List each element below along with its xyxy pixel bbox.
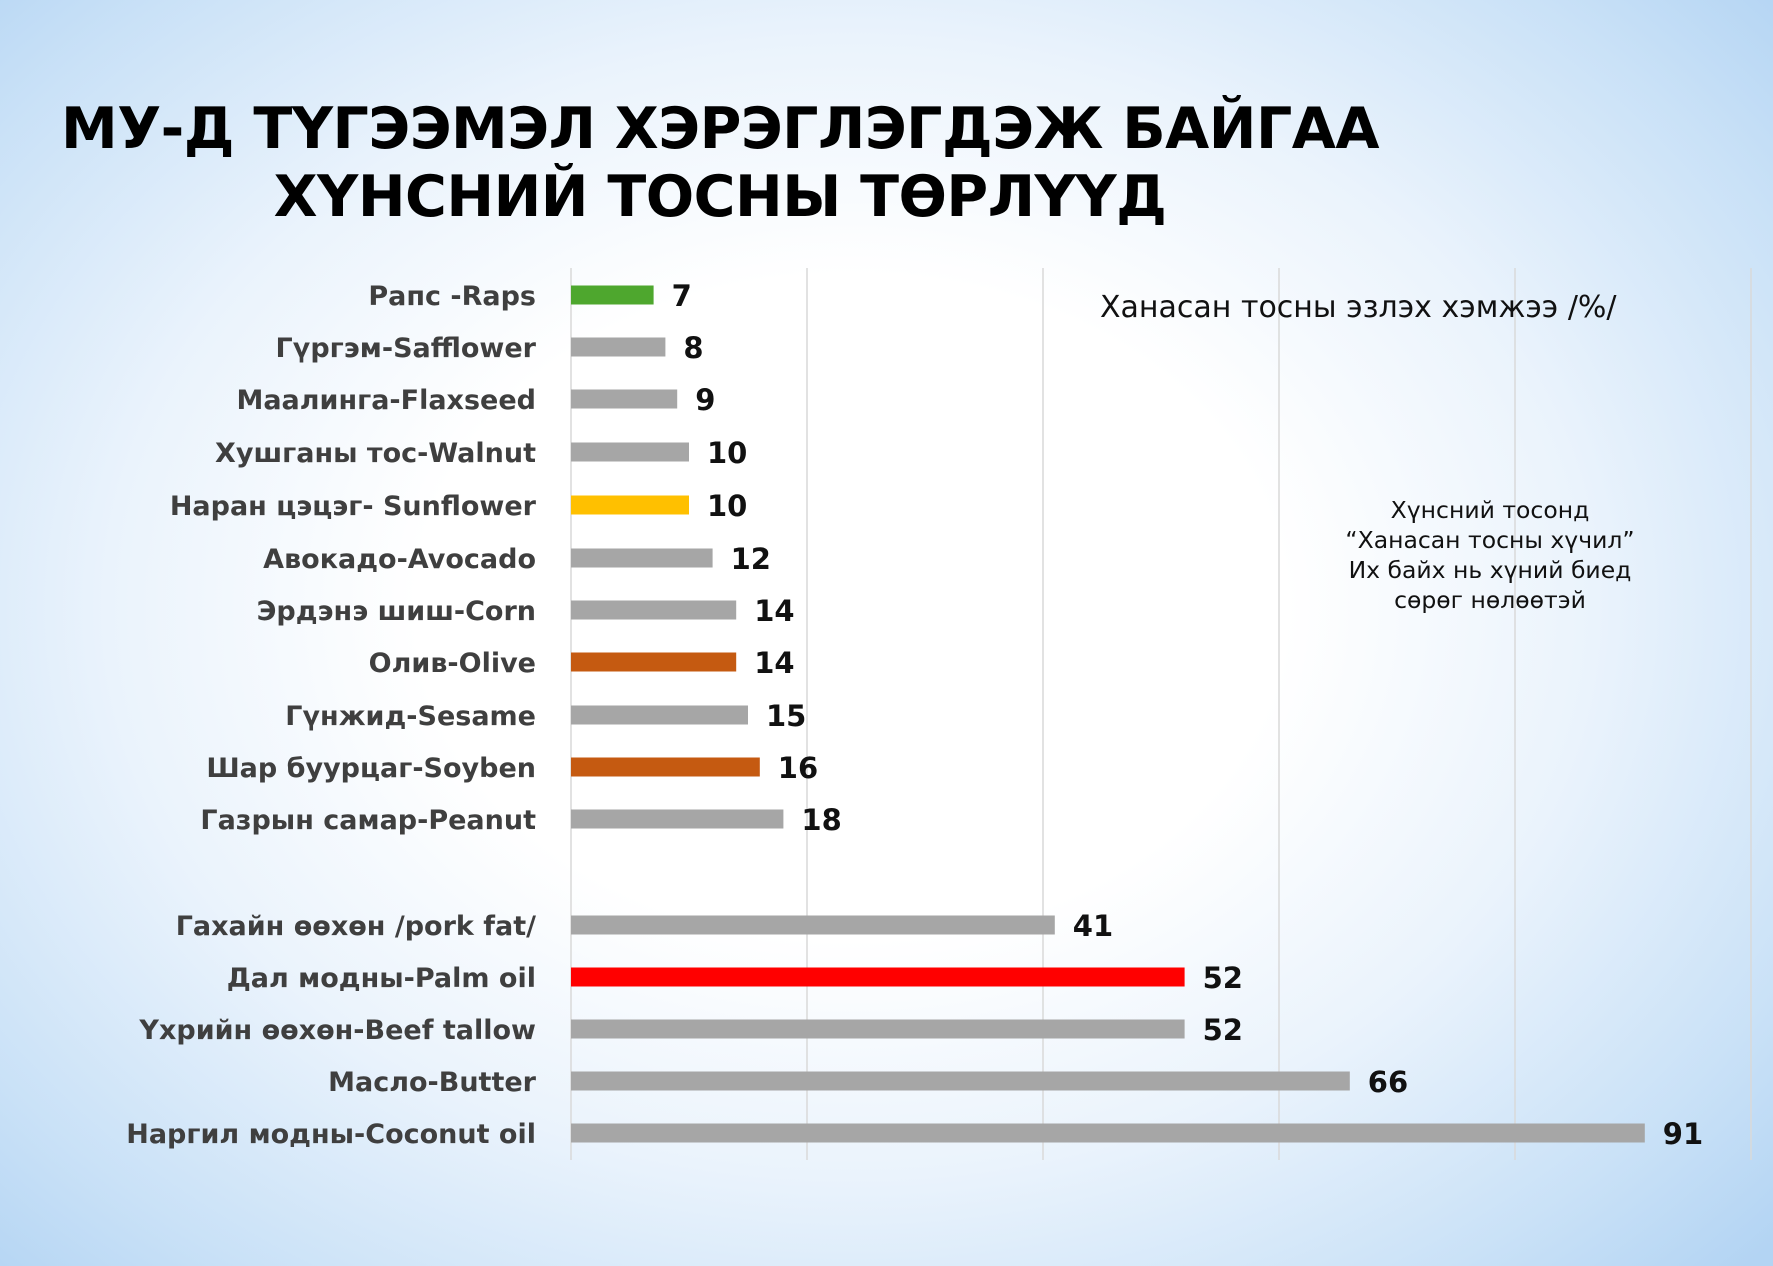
value-label: 9: [695, 383, 715, 417]
category-label: Газрын самар-Peanut: [200, 805, 536, 836]
bar: [571, 809, 784, 829]
value-label: 18: [801, 803, 841, 837]
side-note: Хүнсний тосонд “Ханасан тосны хүчил” Их …: [1290, 495, 1690, 615]
bar: [571, 915, 1055, 935]
value-label: 16: [778, 751, 818, 785]
chart-title-line-1: МУ-Д ТҮГЭЭМЭЛ ХЭРЭГЛЭГДЭЖ БАЙГАА: [60, 96, 1380, 162]
value-labels: 7 8 9 10 10 12 14 14 15 16 18 41 52 52 66 91: [672, 279, 1704, 1151]
category-label: Эрдэнэ шиш-Corn: [257, 596, 536, 627]
bar: [571, 442, 689, 462]
category-label: Гүнжид-Sesame: [285, 701, 536, 732]
value-label: 8: [683, 331, 703, 365]
category-label: Масло-Butter: [328, 1067, 537, 1098]
category-label: Хушганы тос-Walnut: [215, 438, 536, 469]
axis-note: Ханасан тосны эзлэх хэмжээ /%/: [1100, 290, 1617, 325]
category-label: Гүргэм-Safflower: [276, 333, 537, 364]
category-label: Гахайн өөхөн /pork fat/: [176, 911, 536, 942]
side-note-line-2: “Ханасан тосны хүчил”: [1345, 526, 1635, 554]
category-label: Маалинга-Flaxseed: [236, 385, 536, 416]
bar: [571, 1123, 1645, 1143]
value-label: 41: [1073, 909, 1113, 943]
value-label: 10: [707, 489, 747, 523]
bar: [571, 600, 737, 620]
category-label: Олив-Olive: [369, 648, 536, 679]
value-label: 14: [754, 646, 794, 680]
value-label: 10: [707, 436, 747, 470]
category-label: Наран цэцэг- Sunflower: [170, 491, 537, 522]
value-label: 14: [754, 594, 794, 628]
category-labels: Рапс -Raps Гүргэм-Safflower Маалинга-Flaxs…: [126, 281, 536, 1150]
chart-title: МУ-Д ТҮГЭЭМЭЛ ХЭРЭГЛЭГДЭЖ БАЙГАА ХҮНСНИЙ…: [0, 95, 1440, 231]
bar: [571, 1071, 1350, 1091]
value-label: 7: [672, 279, 692, 313]
bar: [571, 705, 748, 725]
bar: [571, 495, 689, 515]
value-label: 15: [766, 699, 806, 733]
category-label: Үхрийн өөхөн-Beef tallow: [138, 1015, 536, 1046]
side-note-line-4: сөрөг нөлөөтэй: [1394, 586, 1586, 614]
category-label: Авокадо-Avocado: [263, 544, 536, 575]
bar: [571, 757, 760, 777]
value-label: 12: [731, 542, 771, 576]
category-label: Дал модны-Palm oil: [227, 963, 536, 994]
bar: [571, 337, 666, 357]
value-label: 91: [1663, 1117, 1703, 1151]
value-label: 52: [1203, 1013, 1243, 1047]
side-note-line-1: Хүнсний тосонд: [1390, 496, 1590, 524]
bar: [571, 967, 1185, 987]
bar: [571, 389, 678, 409]
category-label: Рапс -Raps: [368, 281, 536, 312]
chart-title-line-2: ХҮНСНИЙ ТОСНЫ ТӨРЛҮҮД: [273, 164, 1167, 230]
value-label: 52: [1203, 961, 1243, 995]
bar: [571, 1019, 1185, 1039]
bar: [571, 548, 713, 568]
category-label: Шар буурцаг-Soyben: [206, 753, 536, 784]
category-label: Наргил модны-Coconut oil: [126, 1119, 536, 1150]
side-note-line-3: Их байх нь хүний биед: [1348, 556, 1632, 584]
value-label: 66: [1368, 1065, 1408, 1099]
bars: [571, 285, 1645, 1143]
bar: [571, 285, 654, 305]
bar: [571, 652, 737, 672]
